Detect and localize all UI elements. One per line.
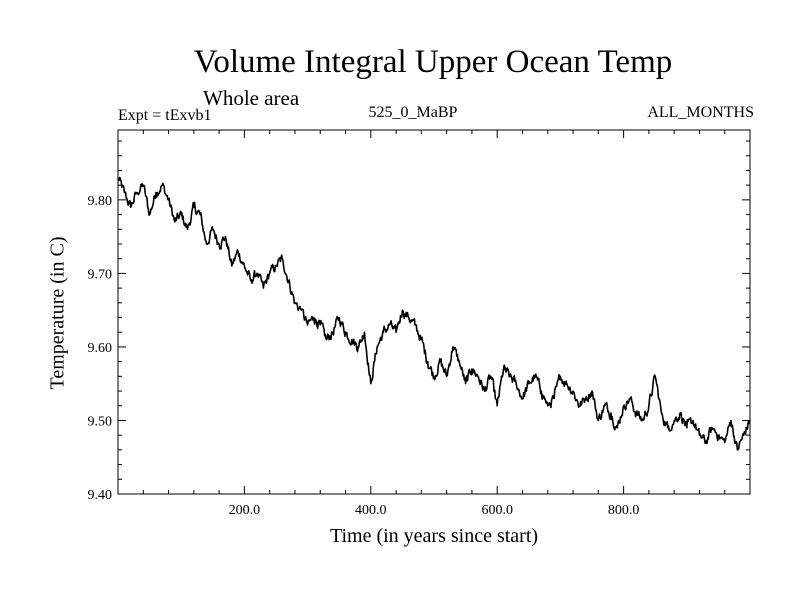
- period-label: 525_0_MaBP: [368, 104, 458, 121]
- x-tick-label: 400.0: [355, 503, 387, 518]
- y-tick-label: 9.80: [88, 194, 113, 209]
- y-tick-label: 9.50: [88, 414, 113, 429]
- x-tick-label: 600.0: [481, 503, 513, 518]
- y-tick-label: 9.40: [88, 488, 113, 503]
- y-tick-label: 9.60: [88, 341, 113, 356]
- chart-title: Volume Integral Upper Ocean Temp: [193, 44, 673, 80]
- x-tick-label: 800.0: [608, 503, 640, 518]
- plot-frame: [117, 129, 751, 495]
- chart-subtitle: Whole area: [203, 86, 300, 110]
- tick-labels: 9.40 9.50 9.60 9.70 9.80 200.0 400.0 600.0 800.0: [88, 194, 640, 518]
- x-axis-label: Time (in years since start): [329, 525, 539, 547]
- months-label: ALL_MONTHS: [647, 104, 754, 121]
- x-tick-label: 200.0: [229, 503, 261, 518]
- experiment-label: Expt = tExvb1: [118, 107, 212, 124]
- axis-ticks: [118, 130, 750, 495]
- temperature-series-line: [117, 176, 751, 451]
- y-tick-label: 9.70: [88, 267, 113, 282]
